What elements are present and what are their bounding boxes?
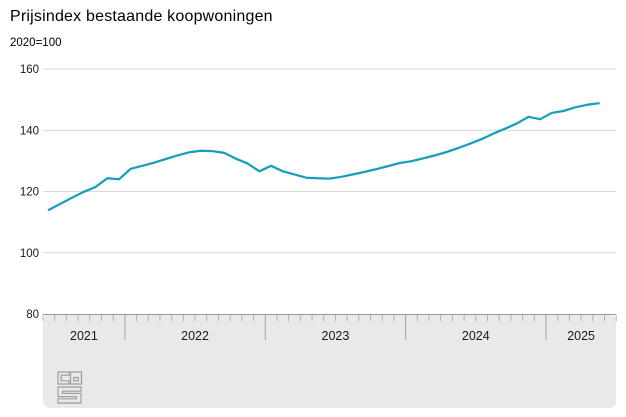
price-index-series-line [47,102,600,212]
x-axis-band [43,314,617,408]
cbs-logo [57,371,83,404]
x-year-label-2023: 2023 [322,329,350,343]
x-year-label-2022: 2022 [181,329,209,343]
cbs-logo-letter-b-bowl [73,376,79,382]
y-tick-label-140: 140 [20,125,39,137]
y-tick-label-80: 80 [26,309,39,321]
chart-subtitle: 2020=100 [10,37,62,49]
x-year-label-2021: 2021 [70,329,98,343]
cbs-logo-letter-b [69,371,83,385]
cbs-logo-letter-c [57,371,70,385]
chart-title: Prijsindex bestaande koopwoningen [10,8,273,25]
x-year-label-2025: 2025 [567,329,595,343]
y-tick-label-120: 120 [20,187,39,199]
y-tick-label-100: 100 [20,248,39,260]
cbs-logo-letter-s [57,386,82,404]
x-year-label-2024: 2024 [462,329,490,343]
y-tick-label-160: 160 [20,64,39,76]
